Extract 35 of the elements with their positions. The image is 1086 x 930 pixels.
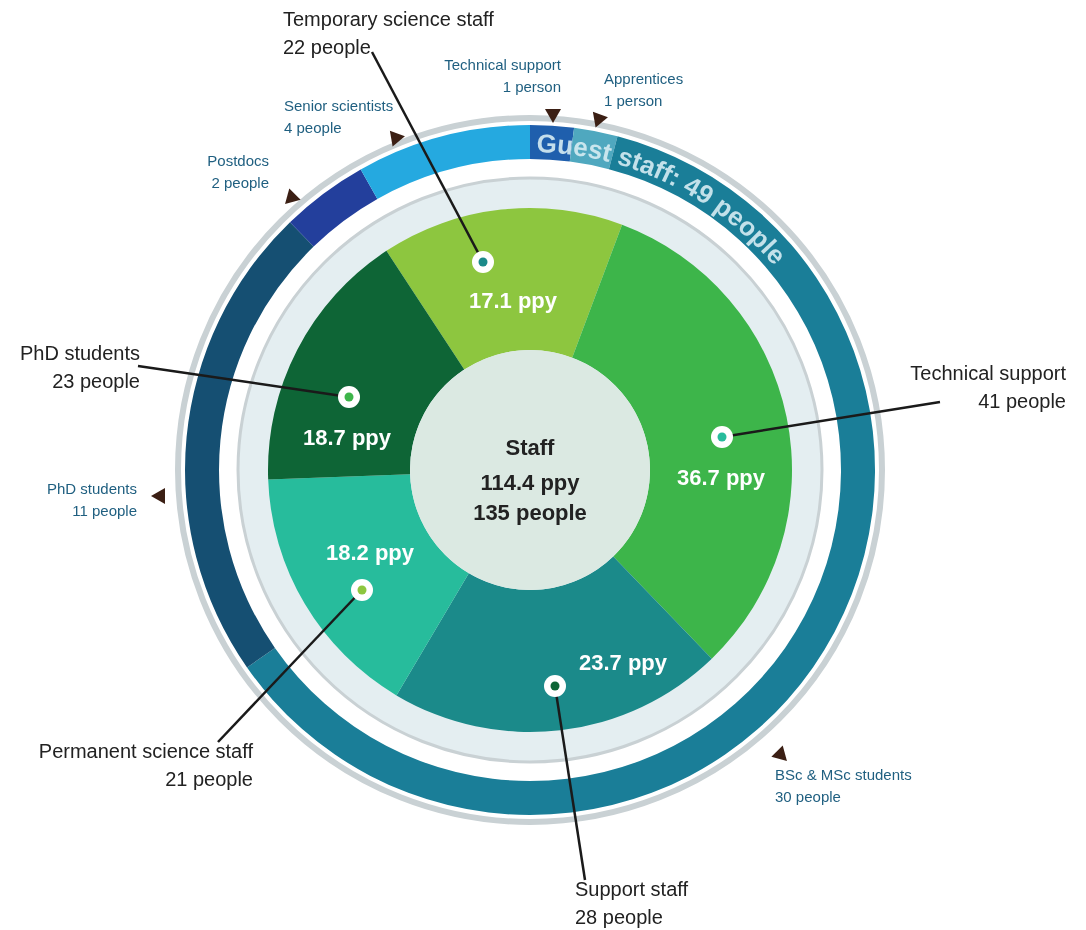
- donut-slice: [268, 250, 465, 480]
- slice-label: Permanent science staff: [38, 740, 254, 762]
- slice-label: Senior scientists: [284, 97, 394, 114]
- data-label: 36.7 ppy: [676, 465, 766, 490]
- slice-label: Temporary science staff: [283, 8, 495, 30]
- donut-slice: [386, 208, 623, 370]
- text: 114.4 ppy: [480, 470, 581, 495]
- slice-label: PhD students: [46, 480, 137, 497]
- data-label: 11 people: [72, 502, 137, 519]
- data-label: 18.2 ppy: [325, 540, 415, 565]
- text: 21 people: [165, 768, 253, 790]
- data-label: 17.1 ppy: [468, 288, 558, 313]
- slice-label: Postdocs: [207, 152, 269, 169]
- text: 28 people: [575, 906, 663, 928]
- text: Staff: [505, 435, 556, 460]
- slice-label: Technical support: [910, 362, 1067, 384]
- slice-label: Apprentices: [604, 70, 684, 87]
- donut-slice: [360, 125, 530, 200]
- text: 135 people: [473, 500, 587, 525]
- slice-label: BSc & MSc students: [775, 766, 912, 783]
- slice-label: PhD students: [19, 342, 140, 364]
- donut-slice: [289, 169, 378, 247]
- donut-slice: [268, 474, 469, 696]
- slice-label: Technical support: [444, 56, 562, 73]
- slice-label: Support staff: [575, 878, 689, 900]
- text: 23 people: [52, 370, 140, 392]
- data-label: 30 people: [775, 788, 841, 805]
- data-label: 23.7 ppy: [578, 650, 668, 675]
- data-label: 18.7 ppy: [302, 425, 392, 450]
- text: 41 people: [978, 390, 1066, 412]
- data-label: 4 people: [284, 119, 342, 136]
- text: 22 people: [283, 36, 371, 58]
- data-label: 2 people: [211, 174, 269, 191]
- data-label: 1 person: [604, 92, 663, 109]
- data-label: 1 person: [502, 78, 561, 95]
